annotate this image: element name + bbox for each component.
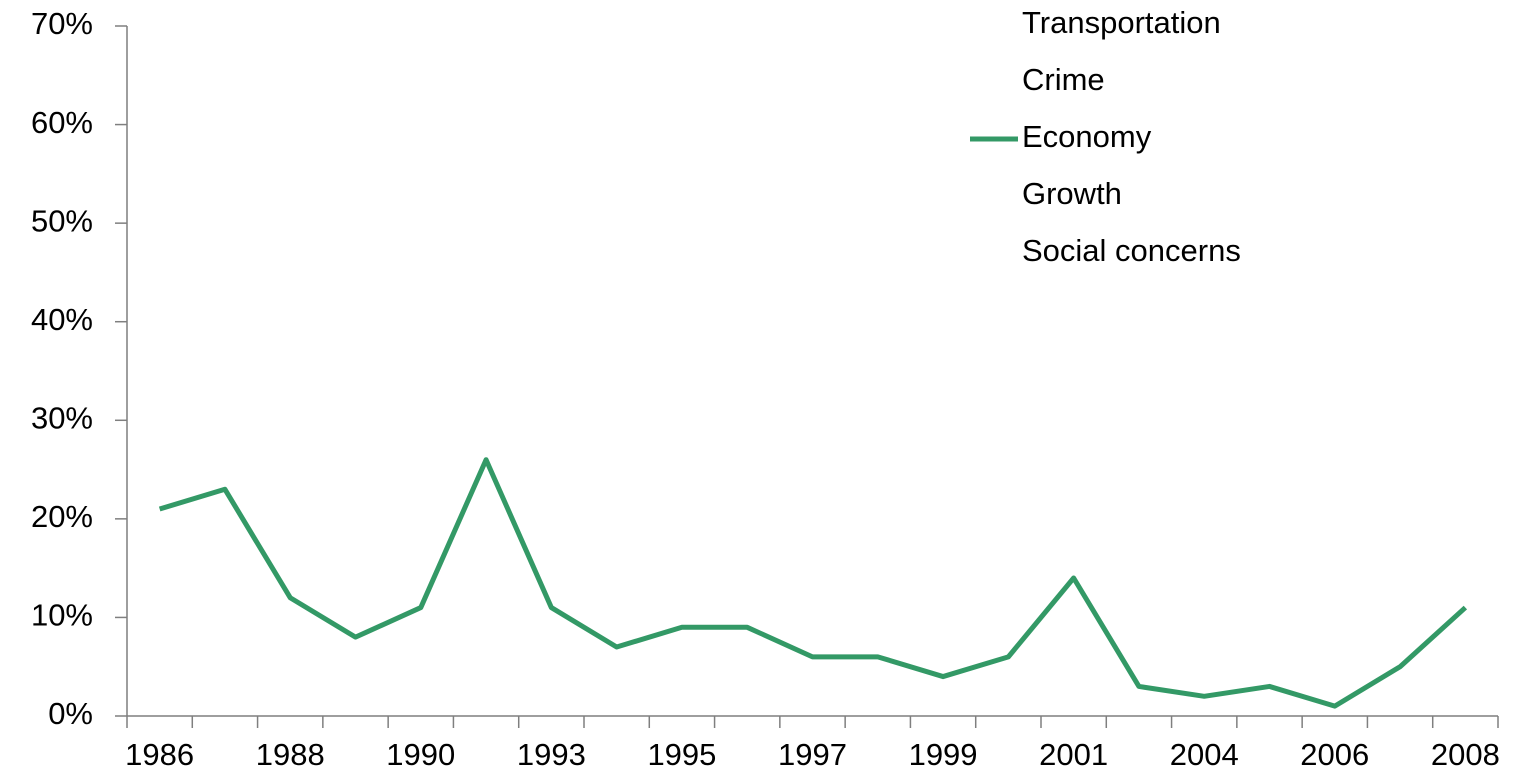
- x-tick-label: 1986: [125, 737, 194, 772]
- legend-label: Social concerns: [1022, 233, 1241, 268]
- y-tick-label: 20%: [31, 499, 93, 534]
- legend-label: Transportation: [1022, 5, 1221, 40]
- y-tick-label: 40%: [31, 302, 93, 337]
- y-tick-label: 60%: [31, 105, 93, 140]
- y-tick-label: 0%: [48, 696, 93, 731]
- x-tick-label: 1988: [256, 737, 325, 772]
- y-tick-label: 10%: [31, 598, 93, 633]
- y-tick-label: 70%: [31, 6, 93, 41]
- x-tick-label: 1999: [909, 737, 978, 772]
- x-tick-label: 2008: [1431, 737, 1500, 772]
- y-tick-label: 50%: [31, 203, 93, 238]
- legend-label: Growth: [1022, 176, 1122, 211]
- x-tick-label: 1997: [778, 737, 847, 772]
- x-tick-label: 2004: [1170, 737, 1239, 772]
- legend-label: Economy: [1022, 119, 1152, 154]
- x-tick-label: 1993: [517, 737, 586, 772]
- x-tick-label: 1990: [386, 737, 455, 772]
- x-tick-label: 1995: [647, 737, 716, 772]
- data-line: [158, 457, 1468, 709]
- x-tick-label: 2001: [1039, 737, 1108, 772]
- y-tick-label: 30%: [31, 400, 93, 435]
- x-tick-label: 2006: [1300, 737, 1369, 772]
- legend-label: Crime: [1022, 62, 1105, 97]
